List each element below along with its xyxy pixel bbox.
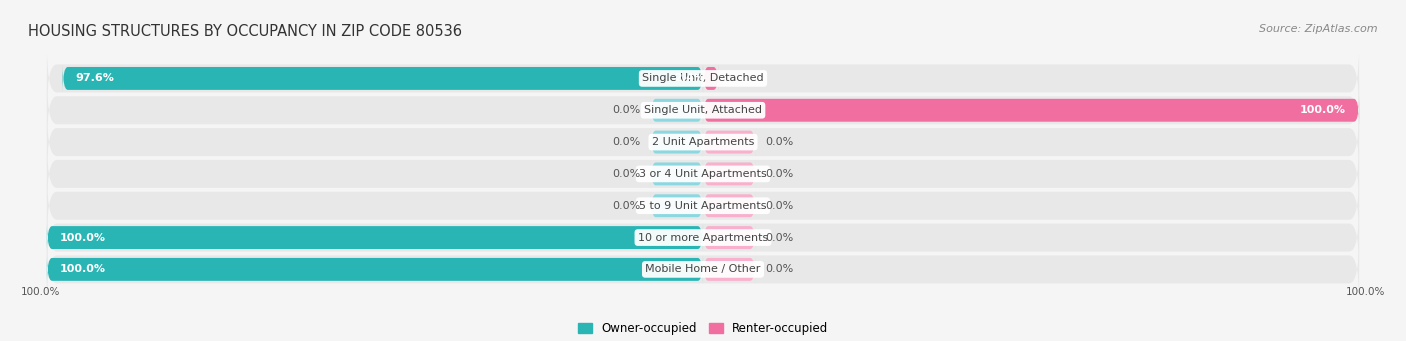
FancyBboxPatch shape bbox=[651, 128, 703, 156]
Text: 0.0%: 0.0% bbox=[765, 264, 793, 275]
Text: 5 to 9 Unit Apartments: 5 to 9 Unit Apartments bbox=[640, 201, 766, 211]
Text: 0.0%: 0.0% bbox=[613, 169, 641, 179]
FancyBboxPatch shape bbox=[651, 96, 703, 124]
FancyBboxPatch shape bbox=[46, 255, 703, 283]
FancyBboxPatch shape bbox=[703, 128, 755, 156]
FancyBboxPatch shape bbox=[46, 236, 1360, 303]
FancyBboxPatch shape bbox=[651, 192, 703, 220]
FancyBboxPatch shape bbox=[46, 76, 1360, 144]
FancyBboxPatch shape bbox=[46, 140, 1360, 208]
Text: 97.6%: 97.6% bbox=[76, 73, 115, 84]
Text: 100.0%: 100.0% bbox=[21, 287, 60, 297]
Text: 3 or 4 Unit Apartments: 3 or 4 Unit Apartments bbox=[640, 169, 766, 179]
Text: 100.0%: 100.0% bbox=[1301, 105, 1346, 115]
Text: 2 Unit Apartments: 2 Unit Apartments bbox=[652, 137, 754, 147]
Text: Source: ZipAtlas.com: Source: ZipAtlas.com bbox=[1260, 24, 1378, 34]
FancyBboxPatch shape bbox=[46, 108, 1360, 176]
Text: 0.0%: 0.0% bbox=[613, 137, 641, 147]
Text: 0.0%: 0.0% bbox=[765, 233, 793, 242]
Text: HOUSING STRUCTURES BY OCCUPANCY IN ZIP CODE 80536: HOUSING STRUCTURES BY OCCUPANCY IN ZIP C… bbox=[28, 24, 463, 39]
Text: 100.0%: 100.0% bbox=[60, 264, 105, 275]
FancyBboxPatch shape bbox=[46, 204, 1360, 271]
FancyBboxPatch shape bbox=[46, 45, 1360, 112]
Text: 10 or more Apartments: 10 or more Apartments bbox=[638, 233, 768, 242]
Text: Single Unit, Detached: Single Unit, Detached bbox=[643, 73, 763, 84]
FancyBboxPatch shape bbox=[703, 160, 755, 188]
Text: 0.0%: 0.0% bbox=[765, 169, 793, 179]
Text: 0.0%: 0.0% bbox=[613, 105, 641, 115]
FancyBboxPatch shape bbox=[651, 160, 703, 188]
Text: 0.0%: 0.0% bbox=[765, 137, 793, 147]
FancyBboxPatch shape bbox=[703, 255, 755, 283]
FancyBboxPatch shape bbox=[46, 172, 1360, 239]
Text: Mobile Home / Other: Mobile Home / Other bbox=[645, 264, 761, 275]
FancyBboxPatch shape bbox=[703, 64, 718, 92]
Text: 0.0%: 0.0% bbox=[613, 201, 641, 211]
Text: Single Unit, Attached: Single Unit, Attached bbox=[644, 105, 762, 115]
Legend: Owner-occupied, Renter-occupied: Owner-occupied, Renter-occupied bbox=[572, 317, 834, 340]
FancyBboxPatch shape bbox=[63, 64, 703, 92]
FancyBboxPatch shape bbox=[703, 192, 755, 220]
FancyBboxPatch shape bbox=[46, 224, 703, 252]
Text: 0.0%: 0.0% bbox=[765, 201, 793, 211]
Text: 100.0%: 100.0% bbox=[1346, 287, 1385, 297]
FancyBboxPatch shape bbox=[703, 96, 1360, 124]
Text: 100.0%: 100.0% bbox=[60, 233, 105, 242]
FancyBboxPatch shape bbox=[703, 224, 755, 252]
Text: 2.4%: 2.4% bbox=[675, 73, 706, 84]
